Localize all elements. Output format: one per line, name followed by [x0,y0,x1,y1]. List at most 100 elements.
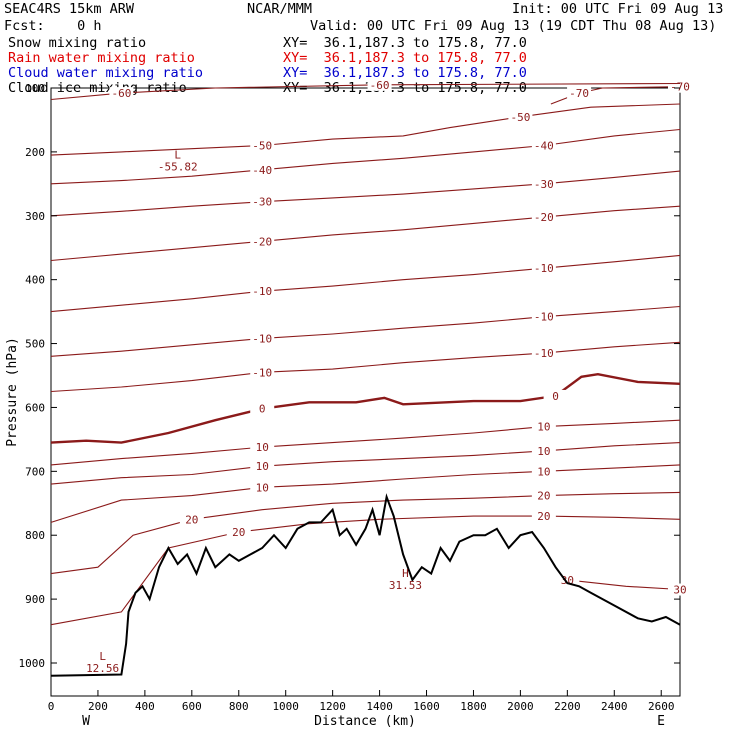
field-label-rain: Rain water mixing ratio [8,50,195,66]
contour-label: 10 [537,465,550,478]
contour-label-bg [250,163,275,176]
contour-label: -40 [534,140,554,153]
contour-label: 20 [185,513,198,526]
x-tick-label: 400 [135,700,155,713]
temperature-contours: -70 -70 -60 -60 -50 -50 -40 -40 -30 -30 -20 -20 -10 -… [50,78,692,626]
contour-label: -10 [252,366,272,379]
contour-line [50,515,681,626]
contour-line [50,442,681,485]
contour-label-bg [567,87,592,100]
valid-time: Valid: 00 UTC Fri 09 Aug 13 (19 CDT Thu … [310,18,717,34]
contour-label: -40 [252,164,272,177]
contour-label-bg [250,441,275,454]
contour-line [50,254,681,313]
contour-label: 30 [673,584,686,597]
contour-label-bg [250,402,275,415]
x-tick-label: 600 [182,700,202,713]
contour-line [50,170,681,217]
contour-label: -50 [252,140,272,153]
contour-label: -70 [670,81,690,94]
x-tick-label: 200 [88,700,108,713]
contour-label-bg [531,177,556,190]
contour-label-bg [367,78,392,91]
contour-label-bg [250,139,275,152]
contour-label: -20 [252,235,272,248]
y-tick-label: 600 [25,401,45,414]
contour-label-bg [531,310,556,323]
contour-label-bg [250,332,275,345]
contour-label-bg [250,235,275,248]
contour-line [50,372,681,444]
contour-label: 0 [259,403,266,416]
contour-line [50,464,681,523]
contour-label: 10 [256,481,269,494]
x-tick-label: 1000 [272,700,299,713]
contour-label-bg [531,262,556,275]
contour-label: -60 [370,79,390,92]
contour-label-bg [250,195,275,208]
y-tick-label: 700 [25,465,45,478]
contour-label-bg [250,366,275,379]
west-label: W [82,714,90,729]
x-tick-label: 1800 [460,700,487,713]
contour-label-bg [179,513,204,526]
y-axis-label: Pressure (hPa) [5,337,20,447]
contour-label-bg [531,510,556,523]
field-xy-cloud-water: XY= 36.1,187.3 to 175.8, 77.0 [283,65,527,81]
contour-label-bg [531,444,556,457]
contour-label-bg [531,465,556,478]
contour-label-bg [250,460,275,473]
contour-line [50,419,681,466]
contour-label-bg [555,573,580,586]
x-tick-label: 2400 [601,700,628,713]
contour-label-bg [668,583,692,596]
y-tick-label: 500 [25,338,45,351]
contour-label-bg [531,489,556,502]
contour-label-bg [543,389,568,402]
contour-label: -60 [111,87,131,100]
y-tick-label: 800 [25,529,45,542]
field-xy-snow: XY= 36.1,187.3 to 175.8, 77.0 [283,35,527,51]
contour-label: -70 [569,87,589,100]
contour-line [50,305,681,357]
extrema-marker: L [174,148,181,161]
terrain-layer [50,493,681,677]
contour-label: 20 [232,526,245,539]
contour-label: 10 [256,460,269,473]
east-label: E [657,714,665,729]
x-tick-label: 1600 [413,700,440,713]
x-tick-label: 0 [48,700,55,713]
contour-line [50,103,681,156]
contour-label-bg [531,420,556,433]
x-tick-label: 1400 [366,700,393,713]
x-tick-label: 2000 [507,700,534,713]
model-title: SEAC4RS 15km ARW [4,1,135,17]
contour-label: 10 [537,421,550,434]
y-tick-label: 400 [25,274,45,287]
init-time: Init: 00 UTC Fri 09 Aug 13 [512,1,724,17]
contour-label-bg [531,139,556,152]
contour-label: -20 [534,211,554,224]
contour-label: 0 [552,390,559,403]
contour-label-bg [109,87,134,100]
extrema-value: 12.56 [86,662,119,675]
extrema-value: 31.53 [389,579,422,592]
contour-line [50,128,681,185]
field-xy-rain: XY= 36.1,187.3 to 175.8, 77.0 [283,50,527,66]
contour-label: 20 [537,490,550,503]
contour-label: -10 [534,262,554,275]
field-label-cloud-water: Cloud water mixing ratio [8,65,204,81]
contour-label-bg [508,110,533,123]
contour-label: -10 [534,347,554,360]
x-axis-label: Distance (km) [314,714,416,729]
contour-label: -10 [252,285,272,298]
x-tick-label: 1200 [319,700,346,713]
contour-label-bg [250,481,275,494]
contour-line [567,579,681,591]
contour-label-bg [531,347,556,360]
organization: NCAR/MMM [247,1,313,17]
extrema-marker: L [99,650,106,663]
x-tick-label: 800 [229,700,249,713]
